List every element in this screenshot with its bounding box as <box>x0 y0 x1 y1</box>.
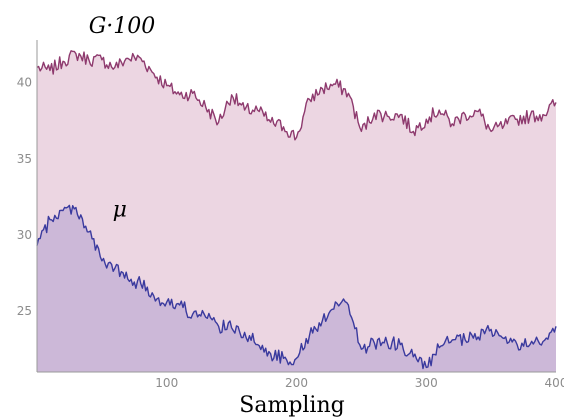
x-tick-label: 100 <box>155 376 178 390</box>
x-tick-label: 400 <box>545 376 564 390</box>
y-tick-label: 30 <box>17 228 32 242</box>
series-label-mu: μ <box>113 198 127 223</box>
series-lines <box>36 50 557 370</box>
y-tick-label: 25 <box>17 304 32 318</box>
x-axis-title: Sampling <box>239 393 344 418</box>
x-axis-ticks: 100 200 300 400 <box>155 376 564 390</box>
series-line-1 <box>36 204 557 370</box>
series-label-g100: G·100 <box>89 14 156 39</box>
y-tick-label: 35 <box>17 152 32 166</box>
x-tick-label: 300 <box>415 376 438 390</box>
y-axis-ticks: 25 30 35 40 <box>17 76 32 318</box>
series-fill-1 <box>37 205 556 372</box>
series-fill-0 <box>37 50 556 373</box>
x-tick-label: 200 <box>285 376 308 390</box>
series-line-0 <box>36 50 557 141</box>
series-fills <box>37 50 556 373</box>
y-tick-label: 40 <box>17 76 32 90</box>
